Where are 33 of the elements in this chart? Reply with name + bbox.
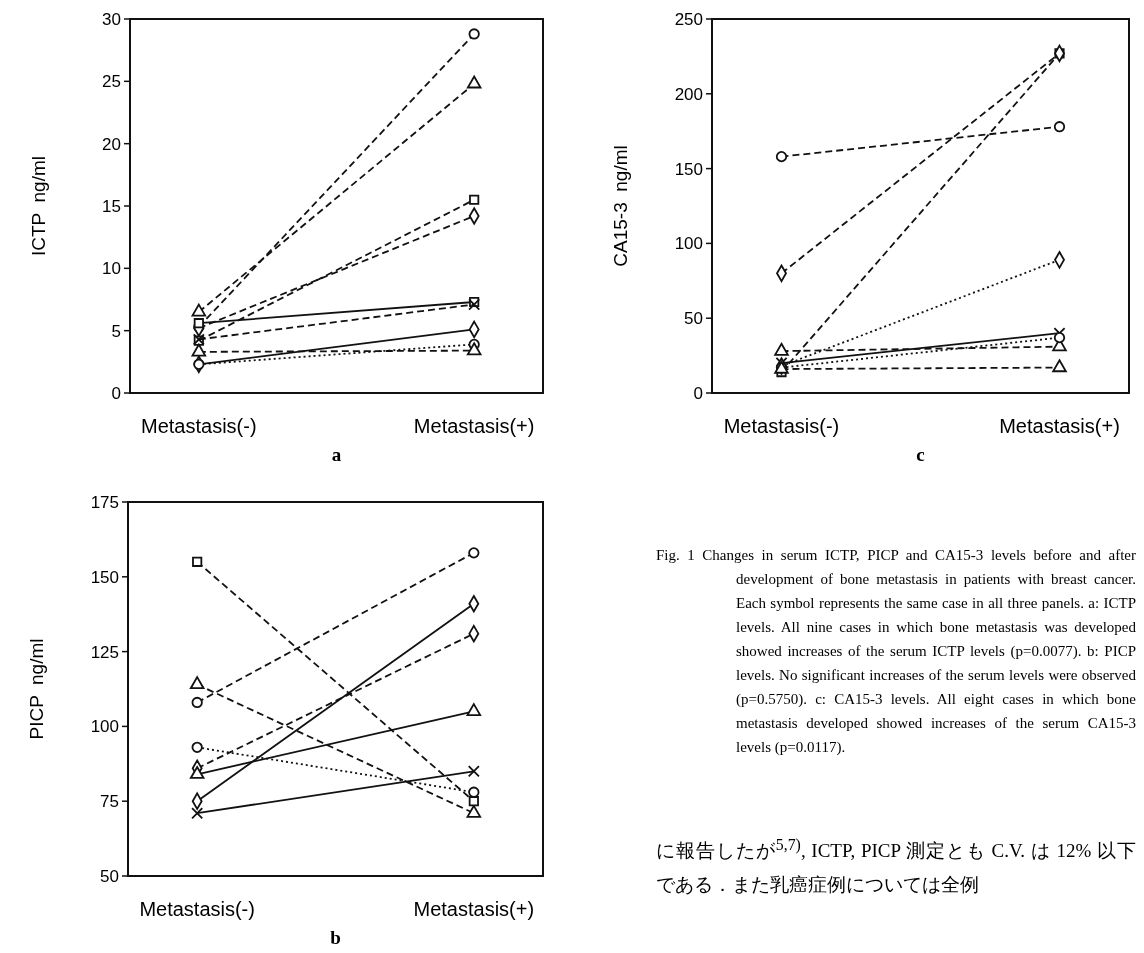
text: a (331, 444, 342, 465)
y-tick-label: 150 (90, 567, 119, 587)
text: Fig. 1 Changes in serum ICTP, PICP and CA15-3 levels before and after development of bone metastasis in patients with breast cancer. Each symbol represents the same case in all three panels. a: ICTP levels. All nine cases in which bone metastasis was developed showed increases of the serum ICTP levels (p=0.0077). b: PICP levels. No significant increases of the serum levels were observed (p=0.5750). c: CA15-3 levels. All eight cases in which bone metastasis developed showed increases of the serum CA15-3 levels (p=0.0117). (656, 547, 1136, 755)
y-tick-label: 25 (102, 72, 121, 92)
y-axis-title: CA15-3 ng/ml (610, 145, 631, 267)
y-tick-label: 0 (693, 383, 703, 403)
y-tick-label: 75 (100, 792, 119, 812)
y-tick-label: 150 (674, 159, 703, 179)
x-tick-label: Metastasis(+) (999, 415, 1120, 437)
y-tick-label: 10 (102, 259, 121, 279)
y-tick-label: 100 (90, 717, 119, 737)
y-tick-label: 30 (102, 9, 121, 29)
text: c (916, 444, 925, 465)
y-tick-label: 100 (674, 234, 703, 254)
y-tick-label: 15 (102, 196, 121, 216)
y-tick-label: 125 (90, 642, 119, 662)
y-tick-label: 250 (674, 9, 703, 29)
y-tick-label: 175 (90, 492, 119, 512)
x-tick-label: Metastasis(+) (413, 898, 535, 920)
y-tick-label: 50 (684, 309, 703, 329)
y-axis-title: PICP ng/ml (26, 638, 47, 740)
y-axis-title: ICTP ng/ml (28, 156, 49, 256)
x-tick-label: Metastasis(-) (141, 415, 257, 437)
y-tick-label: 50 (100, 866, 119, 886)
text: b (330, 927, 341, 948)
y-tick-label: 0 (111, 383, 121, 403)
x-tick-label: Metastasis(-) (723, 415, 840, 437)
y-tick-label: 200 (674, 84, 703, 104)
x-tick-label: Metastasis(-) (139, 898, 255, 920)
y-tick-label: 5 (111, 321, 121, 341)
y-tick-label: 20 (102, 134, 121, 154)
x-tick-label: Metastasis(+) (413, 415, 535, 437)
text: に報告したが$^{5,7)}$, ICTP, PICP 測定とも C.V. は 12% 以下である．また乳癌症例については全例 (656, 835, 1136, 898)
